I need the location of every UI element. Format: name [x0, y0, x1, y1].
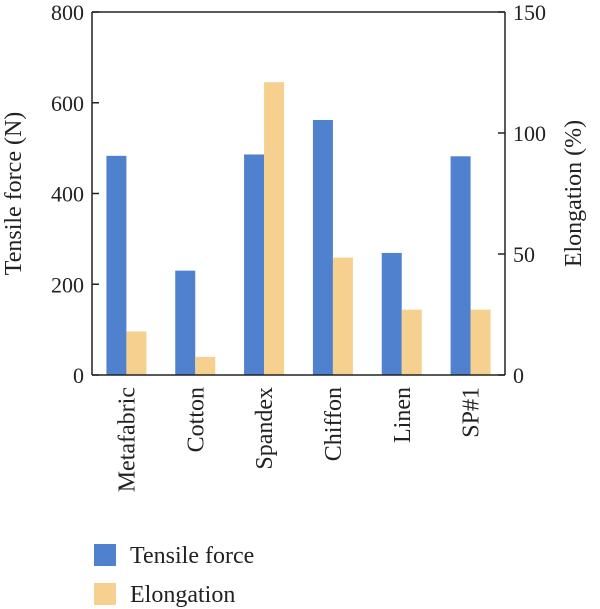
legend-swatch-elongation	[94, 583, 116, 605]
x-tick-label-linen: Linen	[390, 387, 416, 443]
y-axis-title: Tensile force (N)	[1, 112, 27, 276]
bar-elongation-sp-1	[470, 309, 491, 375]
y2-axis-title: Elongation (%)	[561, 120, 587, 267]
bar-elongation-metafabric	[126, 331, 147, 375]
legend-swatch-tensile-force	[94, 544, 116, 566]
bar-tensile-force-metafabric	[106, 155, 127, 375]
legend-label-tensile-force: Tensile force	[130, 543, 254, 569]
bar-elongation-spandex	[264, 82, 285, 376]
bar-tensile-force-sp-1	[450, 156, 471, 375]
x-tick-label-sp-1: SP#1	[459, 387, 485, 438]
bar-elongation-linen	[401, 309, 422, 375]
y-tick-label-0: 0	[73, 363, 84, 388]
y2-tick-label-100: 100	[513, 121, 546, 146]
x-tick-label-metafabric: Metafabric	[114, 387, 140, 492]
bar-tensile-force-spandex	[244, 154, 265, 375]
bar-tensile-force-cotton	[175, 270, 196, 375]
bar-tensile-force-chiffon	[312, 119, 333, 376]
x-tick-label-spandex: Spandex	[252, 387, 278, 470]
y-tick-label-400: 400	[51, 182, 84, 207]
bar-elongation-cotton	[195, 356, 216, 375]
y-tick-label-600: 600	[51, 91, 84, 116]
bar-tensile-force-linen	[381, 252, 402, 375]
bar-elongation-chiffon	[332, 257, 353, 375]
y2-tick-label-0: 0	[513, 363, 524, 388]
legend: Tensile force Elongation	[94, 543, 254, 608]
plot-area	[106, 82, 491, 376]
y2-tick-label-50: 50	[513, 242, 535, 267]
y2-tick-label-150: 150	[513, 0, 546, 25]
legend-label-elongation: Elongation	[130, 582, 235, 608]
axes: Metafabric Cotton Spandex Chiffon Linen SP#1 0…	[51, 0, 546, 492]
x-tick-label-chiffon: Chiffon	[321, 387, 347, 461]
y-tick-label-800: 800	[51, 0, 84, 25]
y-tick-label-200: 200	[51, 272, 84, 297]
x-tick-label-cotton: Cotton	[183, 387, 209, 452]
